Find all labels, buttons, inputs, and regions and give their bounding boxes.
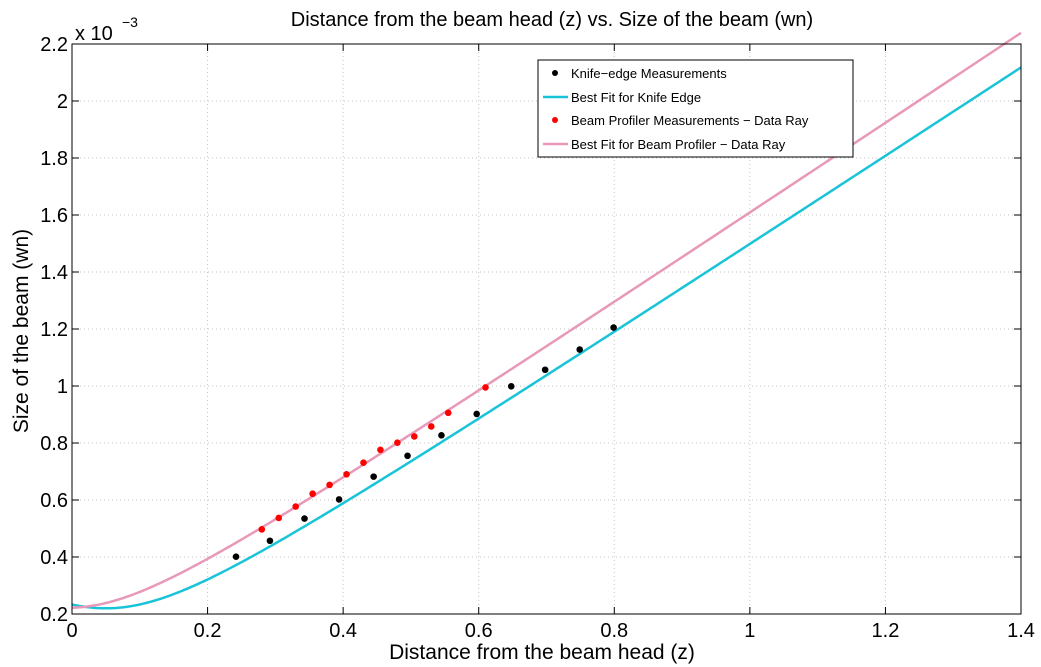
measurement-points (232, 324, 617, 561)
y-tick-label: 1.8 (40, 148, 68, 170)
x-tick-label: 0.2 (194, 620, 222, 642)
legend: Knife−edge Measurements Best Fit for Kni… (537, 59, 854, 158)
data-point-series-0 (507, 382, 515, 390)
y-tick-label: 0.8 (40, 433, 68, 455)
data-point-series-0 (404, 452, 411, 460)
y-tick-label: 1.6 (40, 205, 68, 227)
chart-title: Distance from the beam head (z) vs. Size… (291, 9, 813, 31)
x-tick-label: 0.8 (600, 620, 628, 642)
legend-label-knife-edge-fit: Best Fit for Knife Edge (571, 90, 701, 105)
y-multiplier: x 10 (75, 23, 113, 45)
y-tick-label: 1.4 (40, 262, 68, 284)
fit-curve-3 (71, 31, 1022, 609)
data-point-series-2 (360, 459, 367, 466)
data-point-series-2 (444, 409, 452, 417)
data-point-series-2 (377, 446, 384, 454)
data-point-series-0 (473, 410, 480, 418)
data-point-series-2 (326, 481, 333, 489)
legend-marker-knife-edge-measurements (552, 70, 558, 76)
legend-label-profiler-fit: Best Fit for Beam Profiler − Data Ray (571, 137, 786, 152)
y-tick-label: 0.6 (40, 490, 68, 512)
data-point-series-2 (309, 490, 316, 498)
data-point-series-2 (275, 514, 283, 522)
data-point-series-0 (438, 432, 445, 439)
data-point-series-0 (301, 515, 308, 522)
data-point-series-0 (232, 553, 240, 561)
data-point-series-0 (610, 324, 617, 331)
data-point-series-2 (482, 384, 489, 391)
y-tick-label: 0.4 (40, 547, 68, 569)
x-tick-label: 0.6 (465, 620, 493, 642)
y-tick-label: 0.2 (40, 604, 68, 626)
fit-curve-1 (71, 66, 1022, 610)
data-point-series-2 (292, 503, 299, 510)
data-point-series-2 (427, 423, 435, 430)
y-tick-label: 1.2 (40, 319, 68, 341)
x-tick-label: 1.4 (1007, 620, 1035, 642)
x-tick-label: 1.2 (872, 620, 900, 642)
data-point-series-0 (335, 496, 343, 503)
y-tick-label: 2 (57, 91, 68, 113)
y-multiplier-exponent: −3 (122, 14, 138, 30)
data-point-series-0 (370, 473, 377, 480)
data-point-series-0 (541, 366, 549, 374)
y-tick-label: 1 (57, 376, 68, 398)
fit-curves (71, 31, 1022, 610)
data-point-series-2 (343, 471, 350, 478)
x-tick-label: 0 (66, 620, 77, 642)
data-point-series-0 (576, 346, 584, 353)
legend-box (537, 59, 854, 158)
data-point-series-2 (411, 433, 418, 440)
data-point-series-0 (266, 537, 274, 545)
legend-label-knife-edge-measurements: Knife−edge Measurements (571, 66, 727, 81)
y-axis-label: Size of the beam (wn) (10, 229, 33, 433)
data-point-series-2 (258, 526, 266, 533)
x-axis-label: Distance from the beam head (z) (389, 641, 695, 664)
axis-ticks: 0 0.2 0.4 0.6 0.8 1 1.2 1.40.20.40.60.811.21.41… (40, 34, 1035, 642)
x-tick-label: 1 (744, 620, 755, 642)
y-tick-label: 2.2 (40, 34, 68, 56)
legend-marker-profiler-measurements (552, 117, 558, 123)
legend-label-profiler-measurements: Beam Profiler Measurements − Data Ray (571, 113, 809, 128)
data-point-series-2 (394, 439, 401, 447)
x-tick-label: 0.4 (329, 620, 357, 642)
